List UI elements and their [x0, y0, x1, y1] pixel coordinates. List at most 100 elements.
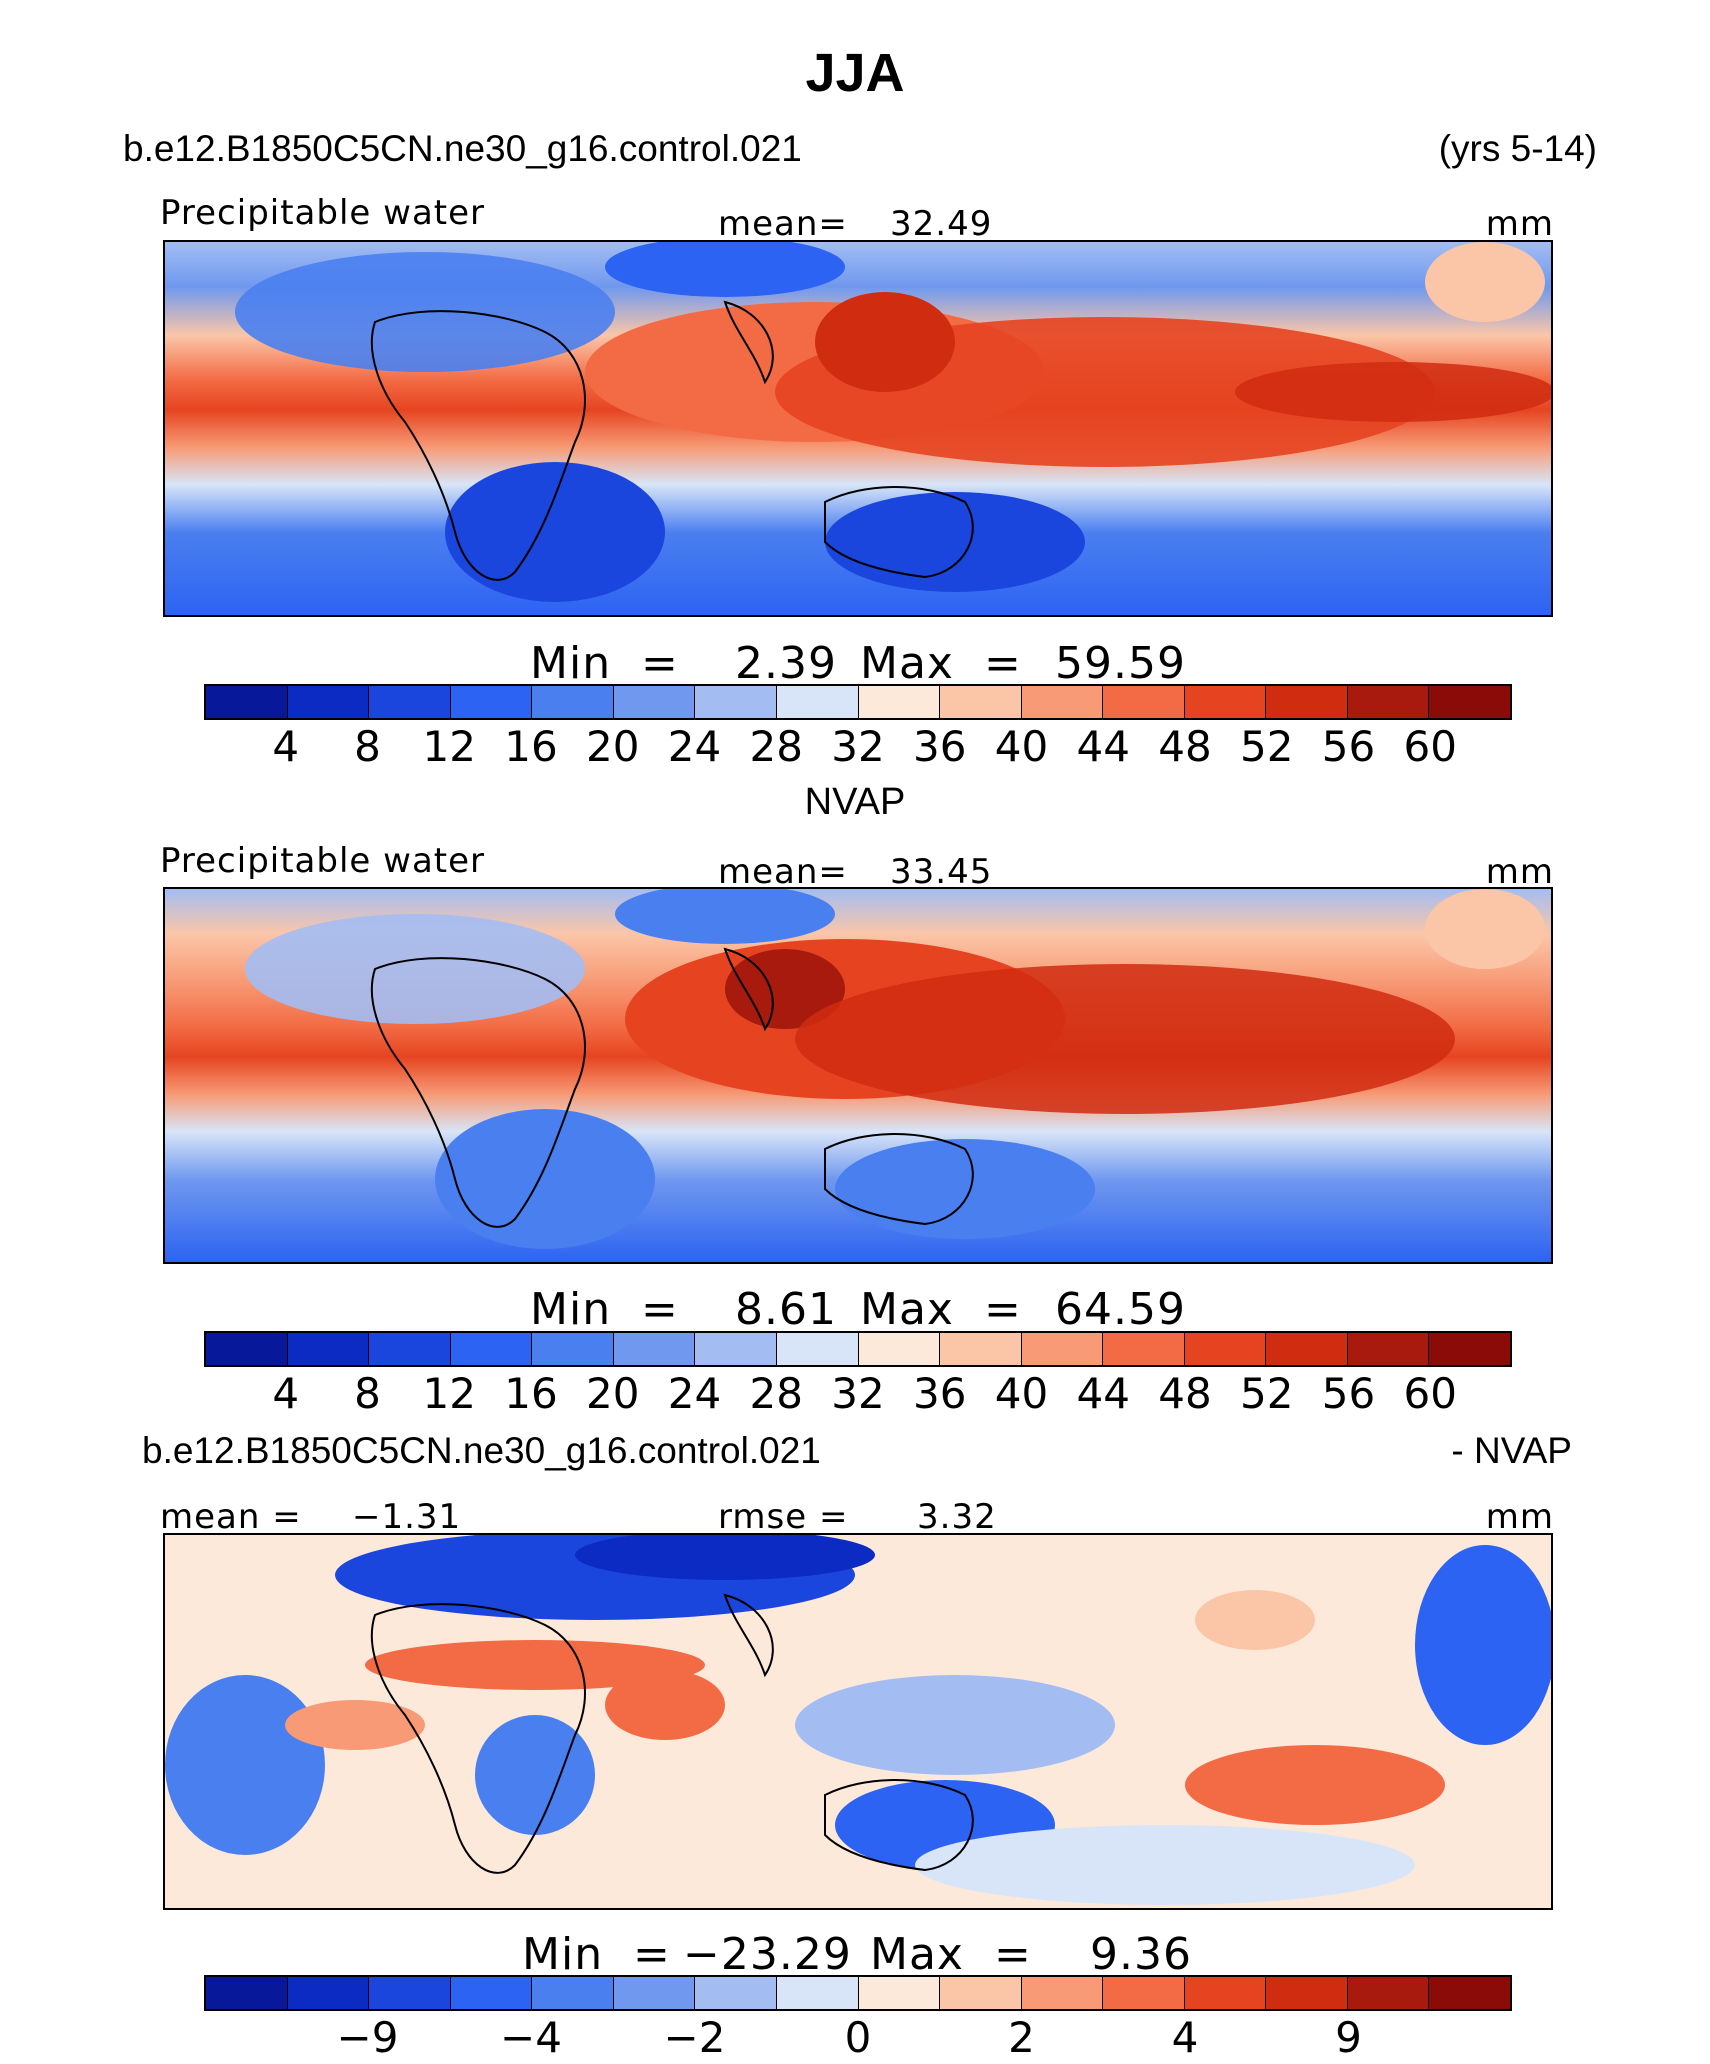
colorbar-tick-label: 28 [749, 1369, 803, 1418]
panel2-mean-label: mean= [718, 852, 848, 892]
colorbar-tick-label: 40 [994, 1369, 1049, 1418]
colorbar-tick-label: 4 [272, 1369, 300, 1418]
colorbar-tick-label: 40 [994, 722, 1049, 771]
panel1-min-value: 2.39 [735, 638, 837, 689]
panel1-max-value: 59.59 [1055, 638, 1186, 689]
panel3-rmse-label: rmse = [718, 1497, 849, 1537]
panel3-minus-obs: - NVAP [1451, 1430, 1572, 1471]
colorbar-swatch [613, 686, 696, 718]
colorbar-swatch [776, 686, 859, 718]
panel3-min-value: −23.29 [683, 1929, 852, 1980]
colorbar-swatch [940, 1977, 1022, 2009]
colorbar-swatch [613, 1333, 696, 1365]
colorbar-swatch [287, 1333, 370, 1365]
colorbar-swatch [1021, 1333, 1104, 1365]
colorbar-tick-label: 16 [504, 1369, 558, 1418]
colorbar-swatch [1184, 1977, 1267, 2009]
colorbar-tick-label: 56 [1321, 1369, 1376, 1418]
plot-title: JJA [805, 43, 905, 103]
colorbar-swatch [532, 1977, 614, 2009]
panel2-colorbar [204, 1331, 1512, 1367]
colorbar-swatch [1347, 686, 1430, 718]
panel2-units: mm [1485, 852, 1554, 892]
panel2-max-label: Max = [860, 1284, 1022, 1335]
panel3-rmse-value: 3.32 [917, 1497, 997, 1537]
colorbar-tick-label: 20 [586, 1369, 640, 1418]
colorbar-swatch [1103, 1977, 1185, 2009]
colorbar-tick-label: 0 [844, 2013, 872, 2062]
colorbar-swatch [1347, 1977, 1430, 2009]
colorbar-tick-label: 44 [1076, 1369, 1130, 1418]
colorbar-tick-label: 8 [354, 722, 381, 771]
colorbar-swatch [1429, 1977, 1510, 2009]
colorbar-swatch [1184, 1333, 1267, 1365]
panel1-mean-value: 32.49 [890, 204, 993, 244]
panel1-variable-label: Precipitable water [160, 193, 486, 233]
colorbar-swatch [1184, 686, 1267, 718]
panel1-map [163, 240, 1553, 617]
colorbar-tick-label: 8 [354, 1369, 381, 1418]
panel2-variable-label: Precipitable water [160, 841, 486, 881]
colorbar-swatch [287, 1977, 370, 2009]
colorbar-tick-label: 20 [586, 722, 640, 771]
colorbar-swatch [450, 686, 533, 718]
colorbar-swatch [450, 1977, 533, 2009]
colorbar-tick-label: 4 [272, 722, 300, 771]
colorbar-swatch [532, 1333, 614, 1365]
panel2-min-label: Min = [530, 1284, 679, 1335]
panel3-mean-label: mean = [160, 1497, 302, 1537]
panel2-map [163, 887, 1553, 1264]
colorbar-swatch [532, 686, 614, 718]
panel2-max-value: 64.59 [1055, 1284, 1186, 1335]
colorbar-tick-label: 12 [422, 1369, 476, 1418]
colorbar-swatch [940, 1333, 1022, 1365]
colorbar-swatch [1103, 1333, 1185, 1365]
panel2-mean-value: 33.45 [890, 852, 993, 892]
colorbar-tick-label: 12 [422, 722, 476, 771]
colorbar-swatch [1266, 1977, 1348, 2009]
panel1-min-label: Min = [530, 638, 679, 689]
colorbar-tick-label: 60 [1403, 1369, 1457, 1418]
colorbar-swatch [858, 1977, 941, 2009]
panel3-min-label: Min = [522, 1929, 671, 1980]
colorbar-swatch [1103, 686, 1185, 718]
colorbar-tick-label: 48 [1158, 722, 1212, 771]
colorbar-swatch [940, 686, 1022, 718]
colorbar-tick-label: 52 [1240, 722, 1294, 771]
colorbar-tick-label: 44 [1076, 722, 1130, 771]
colorbar-swatch [1347, 1333, 1430, 1365]
colorbar-tick-label: 56 [1321, 722, 1376, 771]
panel3-case-name: b.e12.B1850C5CN.ne30_g16.control.021 [142, 1430, 821, 1471]
colorbar-swatch [695, 1333, 777, 1365]
colorbar-tick-label: −4 [500, 2013, 562, 2062]
colorbar-swatch [1266, 1333, 1348, 1365]
colorbar-tick-label: 36 [913, 1369, 967, 1418]
colorbar-tick-label: 36 [913, 722, 967, 771]
colorbar-tick-label: 52 [1240, 1369, 1294, 1418]
colorbar-tick-label: 24 [667, 722, 722, 771]
colorbar-tick-label: 4 [1171, 2013, 1199, 2062]
colorbar-swatch [1021, 1977, 1104, 2009]
colorbar-tick-label: 60 [1403, 722, 1457, 771]
colorbar-swatch [695, 1977, 777, 2009]
colorbar-swatch [858, 1333, 941, 1365]
panel2-title: NVAP [804, 781, 906, 823]
colorbar-swatch [1266, 686, 1348, 718]
colorbar-tick-label: −2 [663, 2013, 726, 2062]
panel1-max-label: Max = [860, 638, 1022, 689]
colorbar-swatch [1429, 686, 1510, 718]
panel3-max-value: 9.36 [1090, 1929, 1192, 1980]
colorbar-swatch [858, 686, 941, 718]
panel1-mean-label: mean= [718, 204, 848, 244]
colorbar-tick-label: 24 [667, 1369, 722, 1418]
colorbar-tick-label: 16 [504, 722, 558, 771]
colorbar-tick-label: −9 [336, 2013, 399, 2062]
colorbar-swatch [776, 1333, 859, 1365]
panel2-min-value: 8.61 [735, 1284, 837, 1335]
colorbar-swatch [206, 1977, 288, 2009]
panel3-units: mm [1485, 1497, 1554, 1537]
panel3-colorbar-ticks: −9 −4 −2 0 2 4 9 [204, 2011, 1512, 2062]
panel3-colorbar [204, 1975, 1512, 2011]
colorbar-swatch [369, 1977, 451, 2009]
colorbar-tick-label: 28 [749, 722, 803, 771]
